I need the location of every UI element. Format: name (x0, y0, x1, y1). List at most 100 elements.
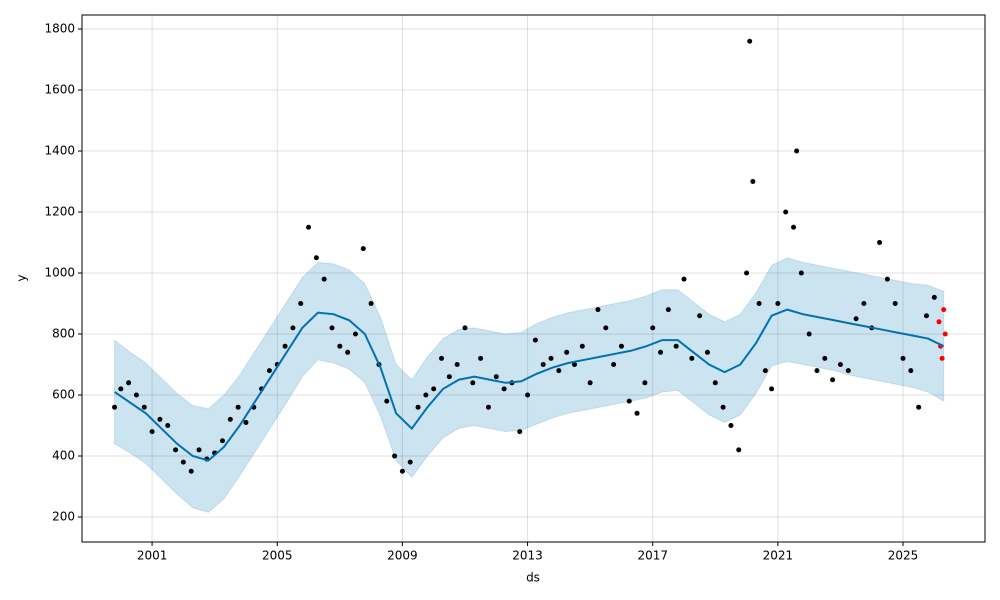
x-tick-label: 2017 (637, 549, 668, 563)
observed-point (822, 355, 828, 361)
observed-point (126, 380, 132, 386)
observed-point (900, 355, 906, 361)
observed-point (407, 459, 413, 465)
observed-point (157, 416, 163, 422)
x-tick-label: 2025 (888, 549, 919, 563)
observed-point (908, 368, 914, 374)
observed-point (173, 447, 179, 453)
y-tick-label: 1400 (44, 144, 75, 158)
observed-point (673, 343, 679, 349)
observed-point (892, 301, 898, 307)
observed-point (775, 301, 781, 307)
observed-point (290, 325, 296, 331)
y-axis-label: y (15, 274, 29, 281)
observed-point (571, 362, 577, 368)
observed-point (564, 349, 570, 355)
observed-point (611, 362, 617, 368)
x-tick-label: 2005 (262, 549, 293, 563)
observed-point (478, 355, 484, 361)
observed-point (352, 331, 358, 337)
forecast-line (113, 308, 945, 462)
observed-point (665, 307, 671, 313)
observed-point (399, 468, 405, 474)
observed-point (462, 325, 468, 331)
observed-point (282, 343, 288, 349)
uncertainty-band (114, 257, 945, 513)
observed-point (681, 276, 687, 282)
highlighted-point (941, 307, 947, 313)
observed-point (794, 148, 800, 154)
y-tick-label: 1200 (44, 205, 75, 219)
observed-point (446, 374, 452, 380)
observed-point (798, 270, 804, 276)
y-tick-label: 600 (52, 388, 75, 402)
observed-point (180, 459, 186, 465)
highlighted-point (936, 319, 942, 325)
observed-point (618, 343, 624, 349)
observed-point (243, 419, 249, 425)
observed-point (532, 337, 538, 343)
y-tick-label: 1600 (44, 83, 75, 97)
y-tick-label: 1000 (44, 266, 75, 280)
x-tick-label: 2013 (512, 549, 543, 563)
y-tick-label: 1800 (44, 22, 75, 36)
observed-point (747, 38, 753, 44)
observed-point (313, 255, 319, 261)
observed-point (235, 404, 241, 410)
observed-point (321, 276, 327, 282)
observed-point (931, 294, 937, 300)
observed-point (634, 410, 640, 416)
x-axis-label: ds (526, 571, 540, 585)
observed-point (360, 246, 366, 252)
observed-point (923, 313, 929, 319)
observed-point (603, 325, 609, 331)
observed-point (493, 374, 499, 380)
observed-point (337, 343, 343, 349)
observed-point (877, 240, 883, 246)
observed-point (368, 301, 374, 307)
observed-point (861, 301, 867, 307)
observed-point (470, 380, 476, 386)
observed-point (579, 343, 585, 349)
observed-point (830, 377, 836, 383)
observed-point (658, 349, 664, 355)
observed-point (916, 404, 922, 410)
observed-point (720, 404, 726, 410)
x-tick-label: 2001 (137, 549, 168, 563)
observed-point (769, 386, 775, 392)
observed-point (548, 355, 554, 361)
observed-point (392, 453, 398, 459)
observed-point (415, 404, 421, 410)
observed-point (556, 368, 562, 374)
observed-point (501, 386, 507, 392)
observed-point (219, 438, 225, 444)
observed-point (845, 368, 851, 374)
observed-point (306, 224, 312, 230)
observed-point (118, 386, 124, 392)
observed-point (587, 380, 593, 386)
observed-point (188, 468, 194, 474)
observed-point (756, 301, 762, 307)
observed-point (837, 362, 843, 368)
observed-point (525, 392, 531, 398)
y-tick-label: 200 (52, 509, 75, 523)
highlighted-point (942, 331, 948, 337)
highlighted-point (939, 355, 945, 361)
observed-point (712, 380, 718, 386)
observed-point (384, 398, 390, 404)
observed-point (689, 355, 695, 361)
observed-point (814, 368, 820, 374)
observed-point (329, 325, 335, 331)
observed-point (736, 447, 742, 453)
observed-point (112, 404, 118, 410)
observed-point (165, 422, 171, 428)
observed-point (141, 404, 147, 410)
observed-point (853, 316, 859, 322)
observed-point (642, 380, 648, 386)
observed-point (485, 404, 491, 410)
observed-point (133, 392, 139, 398)
observed-point (227, 416, 233, 422)
observed-point (783, 209, 789, 215)
observed-point (762, 368, 768, 374)
